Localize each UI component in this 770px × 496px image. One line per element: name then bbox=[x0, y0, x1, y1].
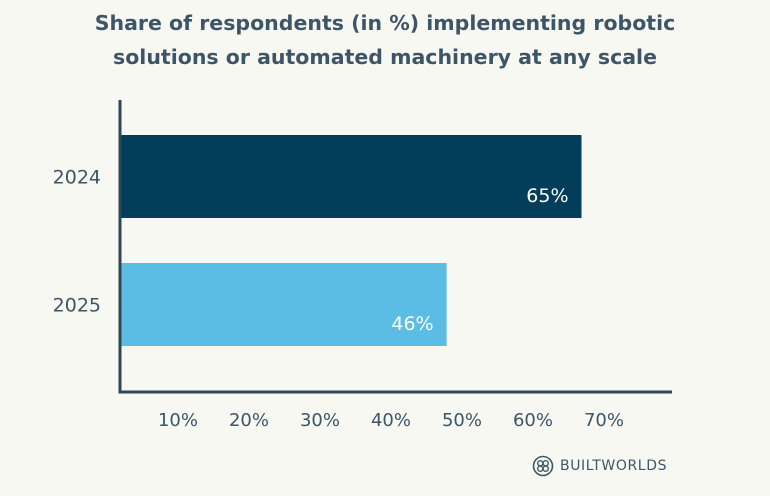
x-tick-label-60: 60% bbox=[513, 410, 553, 431]
x-tick-label-70: 70% bbox=[584, 410, 624, 431]
builtworlds-logo-icon bbox=[532, 455, 554, 477]
brand-logo: BUILTWORLDS bbox=[532, 454, 667, 478]
bar-value-label-2025: 46% bbox=[391, 313, 433, 335]
bar-value-label-2024: 65% bbox=[526, 185, 568, 207]
x-tick-label-50: 50% bbox=[442, 410, 482, 431]
x-tick-label-20: 20% bbox=[229, 410, 269, 431]
brand-name: BUILTWORLDS bbox=[560, 458, 668, 474]
x-tick-label-30: 30% bbox=[300, 410, 340, 431]
x-tick-label-40: 40% bbox=[371, 410, 411, 431]
bar-2025 bbox=[120, 263, 447, 346]
bar-2024 bbox=[120, 135, 582, 218]
y-tick-label-2024: 2024 bbox=[53, 167, 101, 189]
x-tick-label-10: 10% bbox=[158, 410, 198, 431]
y-tick-label-2025: 2025 bbox=[53, 295, 101, 317]
chart-title: Share of respondents (in %) implementing… bbox=[0, 6, 770, 74]
chart-title-line-1: Share of respondents (in %) implementing… bbox=[94, 11, 676, 35]
chart-title-line-2: solutions or automated machinery at any … bbox=[113, 45, 657, 69]
